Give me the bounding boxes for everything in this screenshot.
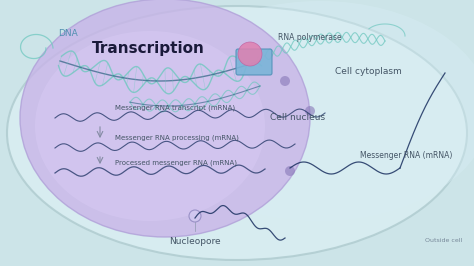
Text: Cell nucleus: Cell nucleus bbox=[271, 114, 326, 123]
Circle shape bbox=[285, 166, 295, 176]
Text: Processed messenger RNA (mRNA): Processed messenger RNA (mRNA) bbox=[115, 160, 237, 166]
Text: Messenger RNA transcript (mRNA): Messenger RNA transcript (mRNA) bbox=[115, 105, 235, 111]
Text: RNA polymerase: RNA polymerase bbox=[278, 34, 342, 43]
Text: Outside cell: Outside cell bbox=[425, 239, 462, 243]
Text: DNA: DNA bbox=[58, 30, 78, 39]
Circle shape bbox=[238, 42, 262, 66]
Text: Transcription: Transcription bbox=[91, 40, 204, 56]
Text: Cell cytoplasm: Cell cytoplasm bbox=[335, 66, 401, 76]
Circle shape bbox=[305, 106, 315, 116]
Circle shape bbox=[280, 76, 290, 86]
Circle shape bbox=[189, 210, 201, 222]
Ellipse shape bbox=[20, 0, 310, 237]
Text: Nucleopore: Nucleopore bbox=[169, 236, 221, 246]
Ellipse shape bbox=[35, 31, 265, 221]
FancyBboxPatch shape bbox=[236, 49, 272, 75]
Ellipse shape bbox=[150, 1, 474, 221]
Text: Messenger RNA (mRNA): Messenger RNA (mRNA) bbox=[360, 152, 452, 160]
Ellipse shape bbox=[7, 6, 467, 260]
Text: Messenger RNA processing (mRNA): Messenger RNA processing (mRNA) bbox=[115, 135, 239, 141]
